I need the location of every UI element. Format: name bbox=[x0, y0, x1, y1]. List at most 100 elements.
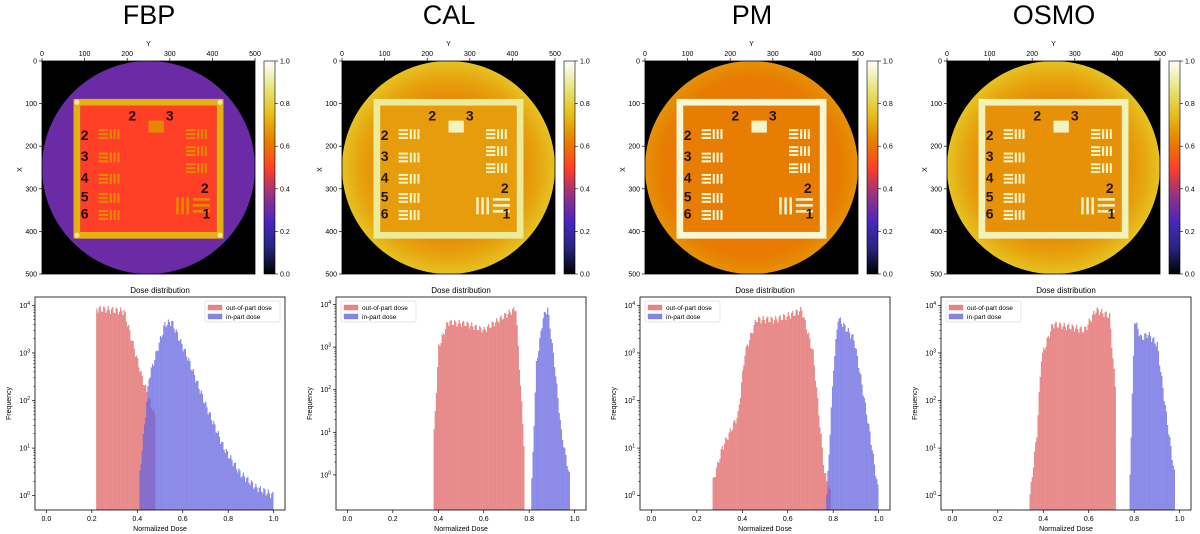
histogram-bar bbox=[249, 485, 251, 511]
target-bar bbox=[1105, 129, 1109, 139]
x-tick-label: 0.6 bbox=[178, 516, 188, 523]
target-bar bbox=[1090, 167, 1101, 170]
target-bar bbox=[497, 129, 500, 139]
target-bar bbox=[1003, 213, 1014, 217]
histogram-bar bbox=[729, 428, 731, 511]
target-bar bbox=[485, 129, 496, 132]
target-bar bbox=[113, 193, 116, 203]
histogram-bar bbox=[1157, 351, 1160, 511]
histogram-bar bbox=[733, 421, 735, 511]
histogram-frame bbox=[335, 296, 587, 511]
histogram-bar bbox=[839, 317, 841, 511]
histogram-bar bbox=[435, 393, 437, 511]
target-bar bbox=[200, 163, 204, 174]
histogram-bar bbox=[1070, 329, 1072, 511]
histogram-bar bbox=[437, 367, 439, 511]
histogram-bar bbox=[96, 308, 98, 511]
y-tick-label: 0 bbox=[33, 59, 37, 66]
histogram-bar bbox=[1044, 349, 1046, 511]
x-tick-label: 300 bbox=[164, 51, 176, 58]
histogram-bar bbox=[775, 315, 777, 511]
histogram-bar bbox=[469, 325, 472, 511]
x-tick-label: 100 bbox=[984, 51, 996, 58]
histogram-bar bbox=[718, 462, 720, 511]
histogram-bar bbox=[825, 473, 827, 511]
histogram-bar bbox=[195, 382, 197, 511]
histogram-bar bbox=[158, 342, 160, 511]
histogram-bar bbox=[491, 321, 493, 511]
histogram-bar bbox=[463, 320, 465, 511]
histogram-bar bbox=[558, 413, 560, 511]
histogram-bar bbox=[741, 382, 743, 511]
histogram-bar bbox=[1131, 393, 1133, 511]
histogram-bar bbox=[1129, 474, 1131, 511]
target-label: 2 bbox=[128, 108, 136, 124]
y-tick-label: 104 bbox=[19, 301, 30, 310]
legend-box bbox=[644, 300, 721, 323]
histogram-bar bbox=[460, 326, 462, 511]
histogram-bar bbox=[792, 310, 794, 511]
histogram-bar bbox=[827, 470, 829, 511]
histogram-bar bbox=[181, 344, 183, 511]
target-bar bbox=[109, 129, 112, 139]
histogram-bar bbox=[193, 374, 196, 511]
target-bar bbox=[720, 173, 723, 184]
histogram-bar bbox=[567, 470, 569, 511]
image-axes-frame bbox=[41, 60, 256, 275]
target-label: 3 bbox=[381, 148, 389, 164]
histogram-bar bbox=[1029, 494, 1031, 511]
target-bar bbox=[1003, 173, 1014, 177]
histogram-frame bbox=[639, 296, 891, 511]
target-bar bbox=[788, 150, 799, 153]
target-bar bbox=[1022, 129, 1025, 139]
target-bar bbox=[398, 196, 409, 200]
target-bar bbox=[398, 193, 409, 196]
target-bar bbox=[109, 152, 112, 163]
histogram-bar bbox=[877, 484, 879, 511]
histogram-bar bbox=[222, 442, 224, 511]
y-tick-label: 200 bbox=[325, 144, 337, 151]
histogram-bar bbox=[444, 329, 447, 511]
histogram-bar bbox=[1063, 322, 1065, 511]
histogram-bar bbox=[835, 339, 837, 511]
legend-label: in-part dose bbox=[967, 314, 1002, 321]
histogram-bar bbox=[115, 307, 117, 511]
histogram-bar bbox=[739, 398, 741, 511]
target-bar bbox=[185, 163, 196, 166]
histogram-bar bbox=[748, 340, 751, 511]
histogram-bar bbox=[763, 320, 765, 511]
histogram-bar bbox=[1132, 355, 1135, 511]
histogram-bar bbox=[1147, 335, 1149, 511]
colorbar-tick-label: 0.0 bbox=[883, 272, 893, 279]
target-square bbox=[1053, 120, 1069, 133]
histogram-bar bbox=[850, 338, 852, 511]
target-bar bbox=[185, 146, 196, 149]
y-tick-label: 100 bbox=[925, 491, 936, 500]
histogram-bar bbox=[797, 315, 799, 511]
histogram-bar bbox=[802, 318, 804, 511]
target-bar bbox=[417, 210, 420, 220]
target-bar bbox=[485, 132, 496, 136]
histogram-bar bbox=[1094, 314, 1096, 511]
histogram-bar bbox=[1064, 326, 1066, 511]
panel-pm: PM2 3234562100100100200200300300400400500… bbox=[620, 0, 893, 279]
target-bar bbox=[413, 152, 416, 163]
histogram-bar bbox=[1162, 388, 1164, 511]
histogram-bar bbox=[254, 487, 256, 511]
target-bar bbox=[413, 193, 416, 203]
histogram-bar bbox=[548, 314, 550, 511]
target-bar bbox=[98, 193, 109, 196]
histogram-bar bbox=[506, 317, 508, 511]
histogram-bar bbox=[866, 414, 868, 511]
histogram-bar bbox=[167, 319, 169, 511]
histogram-bar bbox=[1101, 308, 1103, 511]
histogram-bar bbox=[1137, 328, 1139, 511]
target-label: 5 bbox=[81, 189, 89, 205]
histogram-bar bbox=[1151, 341, 1153, 511]
target-bar bbox=[1081, 197, 1084, 215]
histogram-bar bbox=[263, 488, 265, 511]
histogram-bar bbox=[714, 476, 716, 511]
histogram-bar bbox=[457, 323, 459, 511]
histogram-bar bbox=[101, 312, 104, 511]
x-tick-label: 400 bbox=[507, 51, 519, 58]
